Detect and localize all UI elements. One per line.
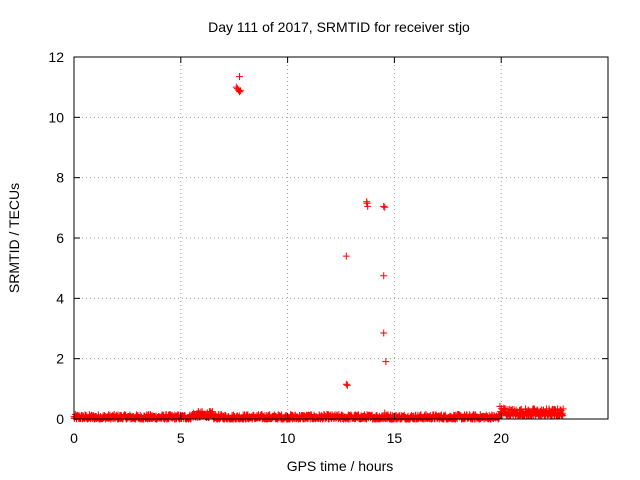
data-point — [342, 252, 350, 260]
y-tick-label: 12 — [48, 49, 64, 65]
x-tick-label: 5 — [177, 430, 185, 446]
y-axis-label: SRMTID / TECUs — [6, 183, 22, 293]
data-point — [236, 73, 244, 81]
x-tick-label: 15 — [387, 430, 403, 446]
x-tick-label: 0 — [70, 430, 78, 446]
data-point — [381, 203, 389, 211]
data-point — [363, 199, 371, 207]
data-point — [380, 329, 388, 337]
axis-ticks: 0 5 10 15 20 0 2 4 6 8 10 12 — [48, 49, 608, 446]
data-point — [236, 88, 244, 96]
data-point — [343, 381, 351, 389]
data-point — [380, 202, 388, 210]
data-point — [342, 380, 350, 388]
grid-lines — [74, 57, 608, 419]
y-tick-label: 6 — [56, 230, 64, 246]
y-tick-label: 0 — [56, 411, 64, 427]
x-tick-label: 20 — [493, 430, 509, 446]
y-tick-label: 2 — [56, 351, 64, 367]
data-point — [381, 409, 389, 417]
data-point — [364, 202, 372, 210]
chart-title: Day 111 of 2017, SRMTID for receiver stj… — [208, 19, 470, 35]
y-tick-label: 8 — [56, 170, 64, 186]
data-points — [70, 73, 567, 423]
data-point — [380, 272, 388, 280]
y-tick-label: 10 — [48, 109, 64, 125]
x-tick-label: 10 — [280, 430, 296, 446]
x-axis-label: GPS time / hours — [287, 458, 394, 474]
data-point — [559, 411, 567, 419]
data-point — [559, 405, 567, 413]
data-point — [237, 87, 245, 95]
y-tick-label: 4 — [56, 290, 64, 306]
data-point — [382, 358, 390, 366]
